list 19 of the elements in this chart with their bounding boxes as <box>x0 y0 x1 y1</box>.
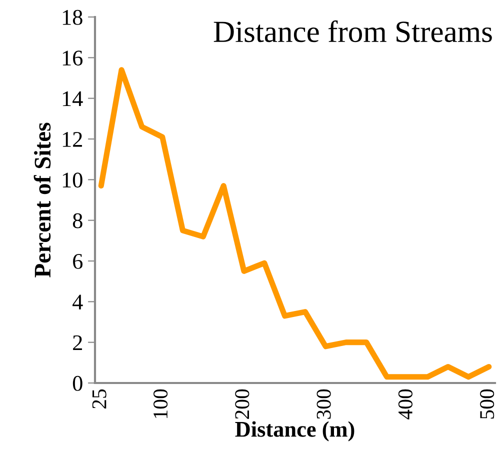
x-tick-label: 25 <box>92 389 106 408</box>
y-tick-label: 4 <box>72 294 83 310</box>
y-tick-label: 18 <box>62 10 82 25</box>
y-tick-label: 10 <box>62 172 82 188</box>
chart-title: Distance from Streams <box>214 20 492 42</box>
x-axis-title: Distance (m) <box>235 421 354 442</box>
y-tick-label: 0 <box>72 376 82 391</box>
y-tick-label: 6 <box>73 254 83 269</box>
y-tick-label: 16 <box>62 50 83 66</box>
x-tick-label: 500 <box>480 389 494 419</box>
x-tick-label: 400 <box>398 389 412 420</box>
x-tick-label: 300 <box>316 389 331 419</box>
y-tick-label: 8 <box>72 213 82 228</box>
y-tick-label: 12 <box>62 132 82 147</box>
x-tick-label: 100 <box>154 389 168 418</box>
x-tick-label: 200 <box>235 389 250 419</box>
y-axis-title: Percent of Sites <box>34 122 51 278</box>
y-tick-label: 2 <box>73 335 82 350</box>
y-tick-label: 14 <box>62 91 83 106</box>
